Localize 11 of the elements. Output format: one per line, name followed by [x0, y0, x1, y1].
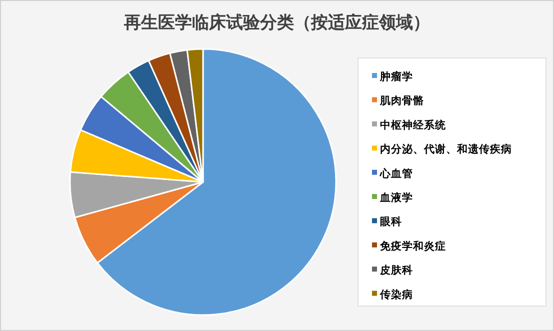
legend-label: 心血管 — [379, 166, 413, 180]
legend-label: 皮肤科 — [379, 264, 413, 277]
chart-title: 再生医学临床试验分类（按适应症领域） — [123, 13, 430, 33]
legend-label: 眼科 — [380, 215, 402, 228]
legend-label: 血液学 — [379, 191, 413, 204]
legend-label: 中枢神经系统 — [380, 118, 447, 132]
legend-label: 肌肉骨骼 — [379, 94, 425, 108]
legend-label: 内分泌、代谢、和遗传疾病 — [380, 142, 512, 156]
legend-label: 传染病 — [379, 288, 413, 301]
legend-label: 肿瘤学 — [379, 70, 413, 83]
legend-label: 免疫学和炎症 — [379, 239, 446, 252]
